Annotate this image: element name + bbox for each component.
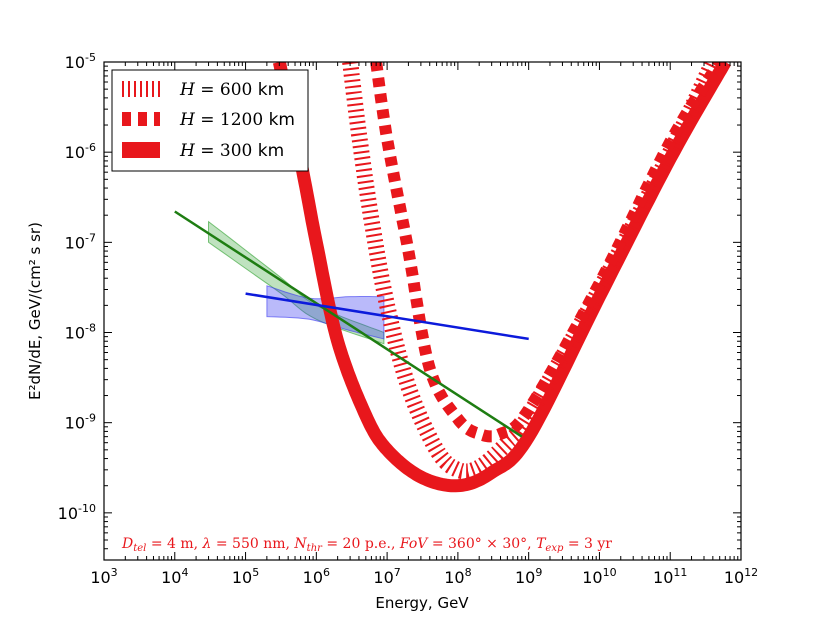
y-axis-label: E²dN/dE, GeV/(cm² s sr) xyxy=(26,222,44,400)
legend: H = 600 km H = 1200 km H = 300 km xyxy=(111,69,309,172)
x-tick-label: 107 xyxy=(373,566,400,587)
series-line-h-1200-km xyxy=(370,62,725,443)
lines-layer xyxy=(174,62,731,493)
y-tick-label: 10-9 xyxy=(65,412,96,433)
x-tick-label: 108 xyxy=(444,566,471,587)
x-tick-label: 105 xyxy=(232,566,259,587)
y-tick-label: 10-7 xyxy=(65,231,96,252)
x-tick-label: 104 xyxy=(161,566,188,587)
ticks-layer: 103 104 105 106 107 108 109 1010 1011 1012 10-10 10… xyxy=(58,51,759,587)
x-tick-label: 103 xyxy=(90,566,117,587)
x-tick-label: 1012 xyxy=(724,566,758,587)
series-line-h-300-km xyxy=(272,62,731,493)
parameter-annotation: Dtel = 4 m, λ = 550 nm, Nthr = 20 p.e., … xyxy=(121,536,612,554)
series-line-blue-power-law xyxy=(245,292,529,341)
x-tick-label: 1011 xyxy=(653,566,687,587)
legend-label-300: H = 300 km xyxy=(179,141,284,161)
x-axis-label: Energy, GeV xyxy=(375,594,469,612)
series-line-green-power-law xyxy=(174,210,523,438)
plot-frame xyxy=(103,61,742,561)
y-tick-label: 10-6 xyxy=(65,141,96,162)
y-tick-label: 10-5 xyxy=(65,51,96,72)
x-tick-label: 106 xyxy=(303,566,330,587)
legend-label-1200: H = 1200 km xyxy=(179,110,295,130)
y-tick-label: 10-8 xyxy=(65,322,96,343)
x-tick-label: 109 xyxy=(515,566,542,587)
legend-label-600: H = 600 km xyxy=(179,80,284,100)
y-tick-label: 10-10 xyxy=(58,502,96,523)
x-tick-label: 1010 xyxy=(582,566,616,587)
